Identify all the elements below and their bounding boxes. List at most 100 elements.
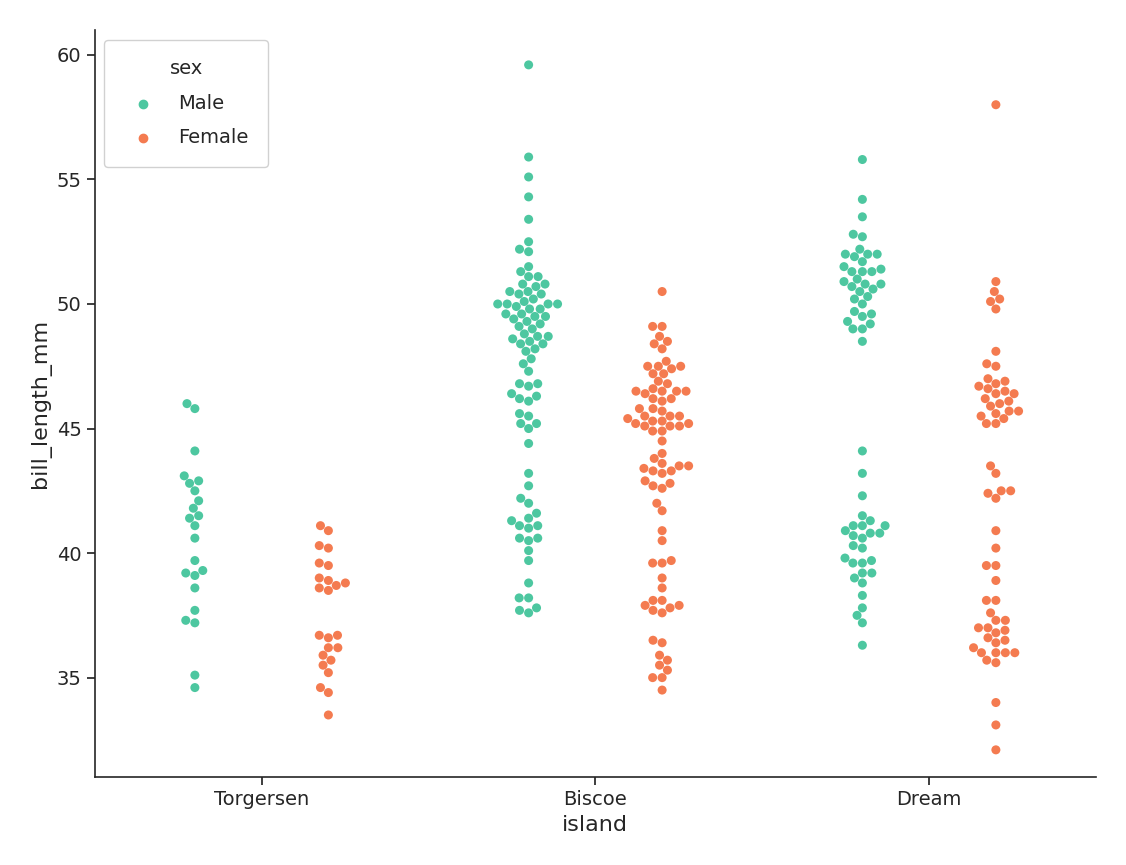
Point	[519, 394, 537, 408]
Point	[843, 322, 861, 336]
Point	[851, 242, 869, 256]
Point	[636, 420, 654, 433]
Point	[536, 277, 554, 291]
Point	[519, 511, 537, 525]
Point	[189, 474, 207, 488]
Point	[854, 192, 872, 206]
Point	[965, 641, 983, 655]
Point	[644, 604, 662, 618]
Point	[986, 359, 1004, 373]
Point	[986, 743, 1004, 757]
Point	[659, 377, 677, 391]
Y-axis label: bill_length_mm: bill_length_mm	[30, 319, 51, 488]
Point	[854, 566, 872, 580]
Point	[519, 170, 537, 184]
Point	[986, 302, 1004, 316]
Point	[986, 466, 1004, 480]
Point	[644, 464, 662, 477]
Point	[653, 482, 671, 496]
Point	[854, 230, 872, 244]
Point	[653, 414, 671, 428]
Point	[986, 593, 1004, 607]
Point	[861, 317, 879, 330]
Point	[653, 534, 671, 548]
Point	[644, 401, 662, 415]
Point	[519, 285, 537, 298]
Point	[969, 621, 988, 635]
Point	[511, 417, 529, 431]
Point	[986, 491, 1004, 505]
Point	[844, 529, 863, 542]
Point	[186, 604, 204, 618]
Point	[861, 514, 879, 528]
Point	[848, 272, 866, 286]
Point	[516, 327, 534, 341]
Point	[510, 519, 528, 533]
Point	[661, 420, 679, 433]
Point	[320, 641, 338, 655]
Point	[519, 576, 537, 590]
Point	[978, 486, 997, 500]
Point	[508, 299, 526, 313]
Point	[837, 247, 855, 261]
Point	[520, 335, 538, 349]
Point	[659, 663, 677, 677]
Point	[519, 379, 537, 393]
Point	[510, 604, 528, 618]
Point	[672, 359, 690, 373]
Point	[854, 254, 872, 268]
Point	[986, 407, 1004, 420]
X-axis label: island: island	[562, 815, 628, 835]
Point	[312, 681, 330, 695]
Point	[653, 446, 671, 460]
Point	[997, 633, 1015, 647]
Point	[997, 613, 1015, 627]
Point	[328, 579, 346, 593]
Point	[997, 646, 1015, 660]
Point	[180, 477, 198, 490]
Point	[854, 444, 872, 458]
Point	[854, 152, 872, 166]
Point	[511, 265, 529, 279]
Point	[320, 631, 338, 644]
Point	[337, 576, 355, 590]
Point	[510, 531, 528, 545]
Point	[978, 372, 997, 386]
Point	[644, 593, 662, 607]
Point	[854, 588, 872, 602]
Point	[863, 265, 881, 279]
Point	[644, 319, 662, 333]
Point	[519, 479, 537, 493]
Point	[872, 277, 890, 291]
Point	[539, 330, 557, 343]
Point	[846, 571, 864, 585]
Point	[859, 247, 877, 261]
Point	[991, 397, 1009, 411]
Point	[670, 420, 688, 433]
Point	[644, 414, 662, 428]
Point	[534, 337, 552, 351]
Point	[986, 417, 1004, 431]
Point	[548, 297, 566, 311]
Point	[846, 250, 864, 264]
Point	[186, 401, 204, 415]
Point	[854, 297, 872, 311]
Point	[519, 245, 537, 259]
Point	[510, 287, 528, 301]
Point	[986, 646, 1004, 660]
Point	[186, 668, 204, 682]
Point	[320, 584, 338, 598]
Point	[978, 381, 997, 395]
Point	[876, 519, 894, 533]
Point	[519, 58, 537, 72]
Point	[994, 412, 1012, 426]
Point	[519, 534, 537, 548]
Point	[653, 503, 671, 517]
Point	[636, 474, 654, 488]
Point	[670, 599, 688, 612]
Point	[846, 292, 864, 306]
Point	[519, 554, 537, 567]
Point	[854, 601, 872, 615]
Point	[854, 509, 872, 522]
Point	[536, 310, 554, 324]
